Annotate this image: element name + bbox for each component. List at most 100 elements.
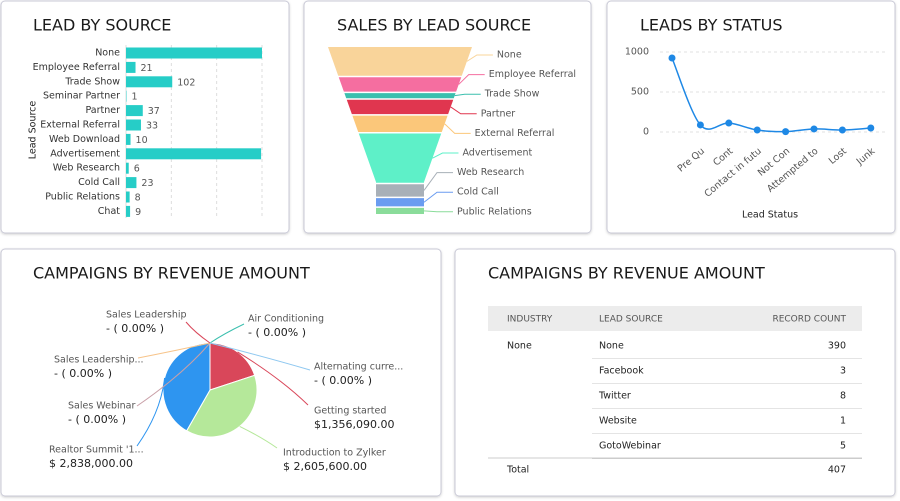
leader-line bbox=[136, 342, 211, 407]
segment-label: Employee Referral bbox=[489, 69, 576, 80]
data-label: 23 bbox=[141, 178, 153, 189]
leader-line bbox=[137, 342, 211, 359]
slice-label: Sales Leadership bbox=[106, 310, 187, 321]
leader-line bbox=[209, 323, 245, 344]
point bbox=[838, 126, 846, 134]
leader-line bbox=[185, 321, 211, 344]
funnel-segment bbox=[344, 93, 456, 99]
leader-line bbox=[423, 210, 453, 213]
slice-label: Alternating curre... bbox=[314, 362, 403, 373]
bar bbox=[126, 76, 173, 88]
cell: 5 bbox=[840, 441, 846, 452]
cell: GotoWebinar bbox=[599, 441, 661, 452]
total-value: 407 bbox=[828, 465, 846, 476]
y-axis-label: Lead Source bbox=[28, 101, 39, 160]
data-label: 9 bbox=[135, 207, 141, 218]
slice-value: - ( 0.00% ) bbox=[248, 326, 306, 339]
bar bbox=[126, 162, 129, 174]
data-label: 10 bbox=[136, 135, 148, 146]
y-tick-label: External Referral bbox=[40, 120, 120, 131]
chart-title: SALES BY LEAD SOURCE bbox=[337, 16, 531, 35]
leader-line bbox=[454, 93, 481, 97]
funnel-segment bbox=[338, 77, 462, 92]
slice-label: Sales Leadership... bbox=[54, 355, 144, 366]
bar bbox=[126, 61, 136, 73]
leader-line bbox=[466, 54, 493, 62]
slice-value: - ( 0.00% ) bbox=[68, 413, 126, 426]
point bbox=[725, 119, 733, 127]
table-title: CAMPAIGNS BY REVENUE AMOUNT bbox=[488, 264, 765, 283]
column-header: INDUSTRY bbox=[507, 315, 553, 325]
data-label: 102 bbox=[177, 77, 195, 88]
segment-label: Partner bbox=[481, 108, 516, 119]
leader-line bbox=[450, 106, 477, 115]
cell: 8 bbox=[840, 391, 846, 402]
funnel-segment bbox=[328, 47, 472, 76]
y-tick-label: Employee Referral bbox=[33, 62, 120, 73]
y-tick-label: 1000 bbox=[625, 47, 649, 58]
chart-title: LEAD BY SOURCE bbox=[33, 16, 171, 35]
data-label: 37 bbox=[148, 106, 160, 117]
segment-label: Public Relations bbox=[457, 206, 532, 217]
point bbox=[810, 125, 818, 133]
leader-line bbox=[423, 191, 453, 203]
funnel-segment bbox=[376, 207, 424, 214]
leader-line bbox=[444, 123, 471, 134]
bar bbox=[126, 105, 143, 117]
bar bbox=[126, 205, 131, 217]
cell: Twitter bbox=[598, 391, 631, 402]
point bbox=[867, 124, 875, 132]
table-header bbox=[488, 306, 862, 331]
column-header: RECORD COUNT bbox=[772, 315, 846, 325]
slice-value: - ( 0.00% ) bbox=[106, 322, 164, 335]
y-tick-label: Web Research bbox=[53, 163, 120, 174]
segment-label: Trade Show bbox=[484, 89, 540, 100]
funnel-segment bbox=[346, 99, 454, 115]
cell: 3 bbox=[840, 366, 846, 377]
pie-slice bbox=[209, 342, 256, 391]
segment-label: Advertisement bbox=[462, 148, 532, 159]
cell: 1 bbox=[840, 416, 846, 427]
y-tick-label: Cold Call bbox=[78, 177, 120, 188]
bar bbox=[126, 191, 130, 203]
data-label: 1 bbox=[131, 92, 137, 103]
bar bbox=[126, 119, 141, 131]
data-label: 21 bbox=[141, 63, 153, 74]
cell: Website bbox=[599, 416, 637, 427]
slice-value: $1,356,090.00 bbox=[314, 418, 394, 431]
segment-label: External Referral bbox=[475, 128, 555, 139]
group-cell: None bbox=[507, 341, 532, 352]
leader-line bbox=[239, 425, 278, 449]
slice-label: Sales Webinar bbox=[68, 401, 135, 412]
leader-line bbox=[237, 351, 309, 406]
bar bbox=[126, 148, 262, 160]
y-tick-label: 0 bbox=[643, 127, 649, 138]
slice-label: Getting started bbox=[314, 406, 386, 417]
slice-label: Introduction to Zylker bbox=[283, 448, 386, 459]
leader-line bbox=[423, 172, 453, 191]
slice-label: Air Conditioning bbox=[248, 314, 324, 325]
y-tick-label: Chat bbox=[98, 206, 120, 217]
data-label: 33 bbox=[146, 121, 158, 132]
cell: 390 bbox=[828, 341, 846, 352]
slice-label: Realtor Summit '1... bbox=[49, 445, 144, 456]
segment-label: None bbox=[497, 50, 522, 61]
data-label: 6 bbox=[134, 164, 140, 175]
leader-line bbox=[136, 377, 166, 447]
point bbox=[782, 128, 790, 136]
leader-line bbox=[458, 74, 485, 85]
segment-label: Cold Call bbox=[457, 187, 499, 198]
chart-title: CAMPAIGNS BY REVENUE AMOUNT bbox=[33, 264, 310, 283]
data-label: 8 bbox=[135, 193, 141, 204]
y-tick-label: Partner bbox=[85, 105, 120, 116]
panel bbox=[303, 0, 592, 234]
funnel-segment bbox=[358, 133, 442, 183]
leader-line bbox=[432, 152, 459, 159]
slice-value: $ 2,838,000.00 bbox=[49, 457, 133, 470]
y-tick-label: Web Download bbox=[49, 134, 120, 145]
chart-title: LEADS BY STATUS bbox=[640, 16, 783, 35]
point bbox=[668, 54, 676, 62]
column-header: LEAD SOURCE bbox=[599, 315, 663, 325]
y-tick-label: Trade Show bbox=[64, 76, 120, 87]
